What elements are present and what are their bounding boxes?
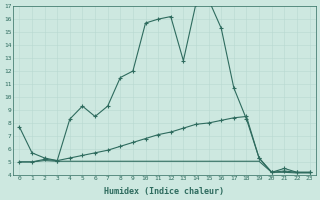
- X-axis label: Humidex (Indice chaleur): Humidex (Indice chaleur): [104, 187, 224, 196]
